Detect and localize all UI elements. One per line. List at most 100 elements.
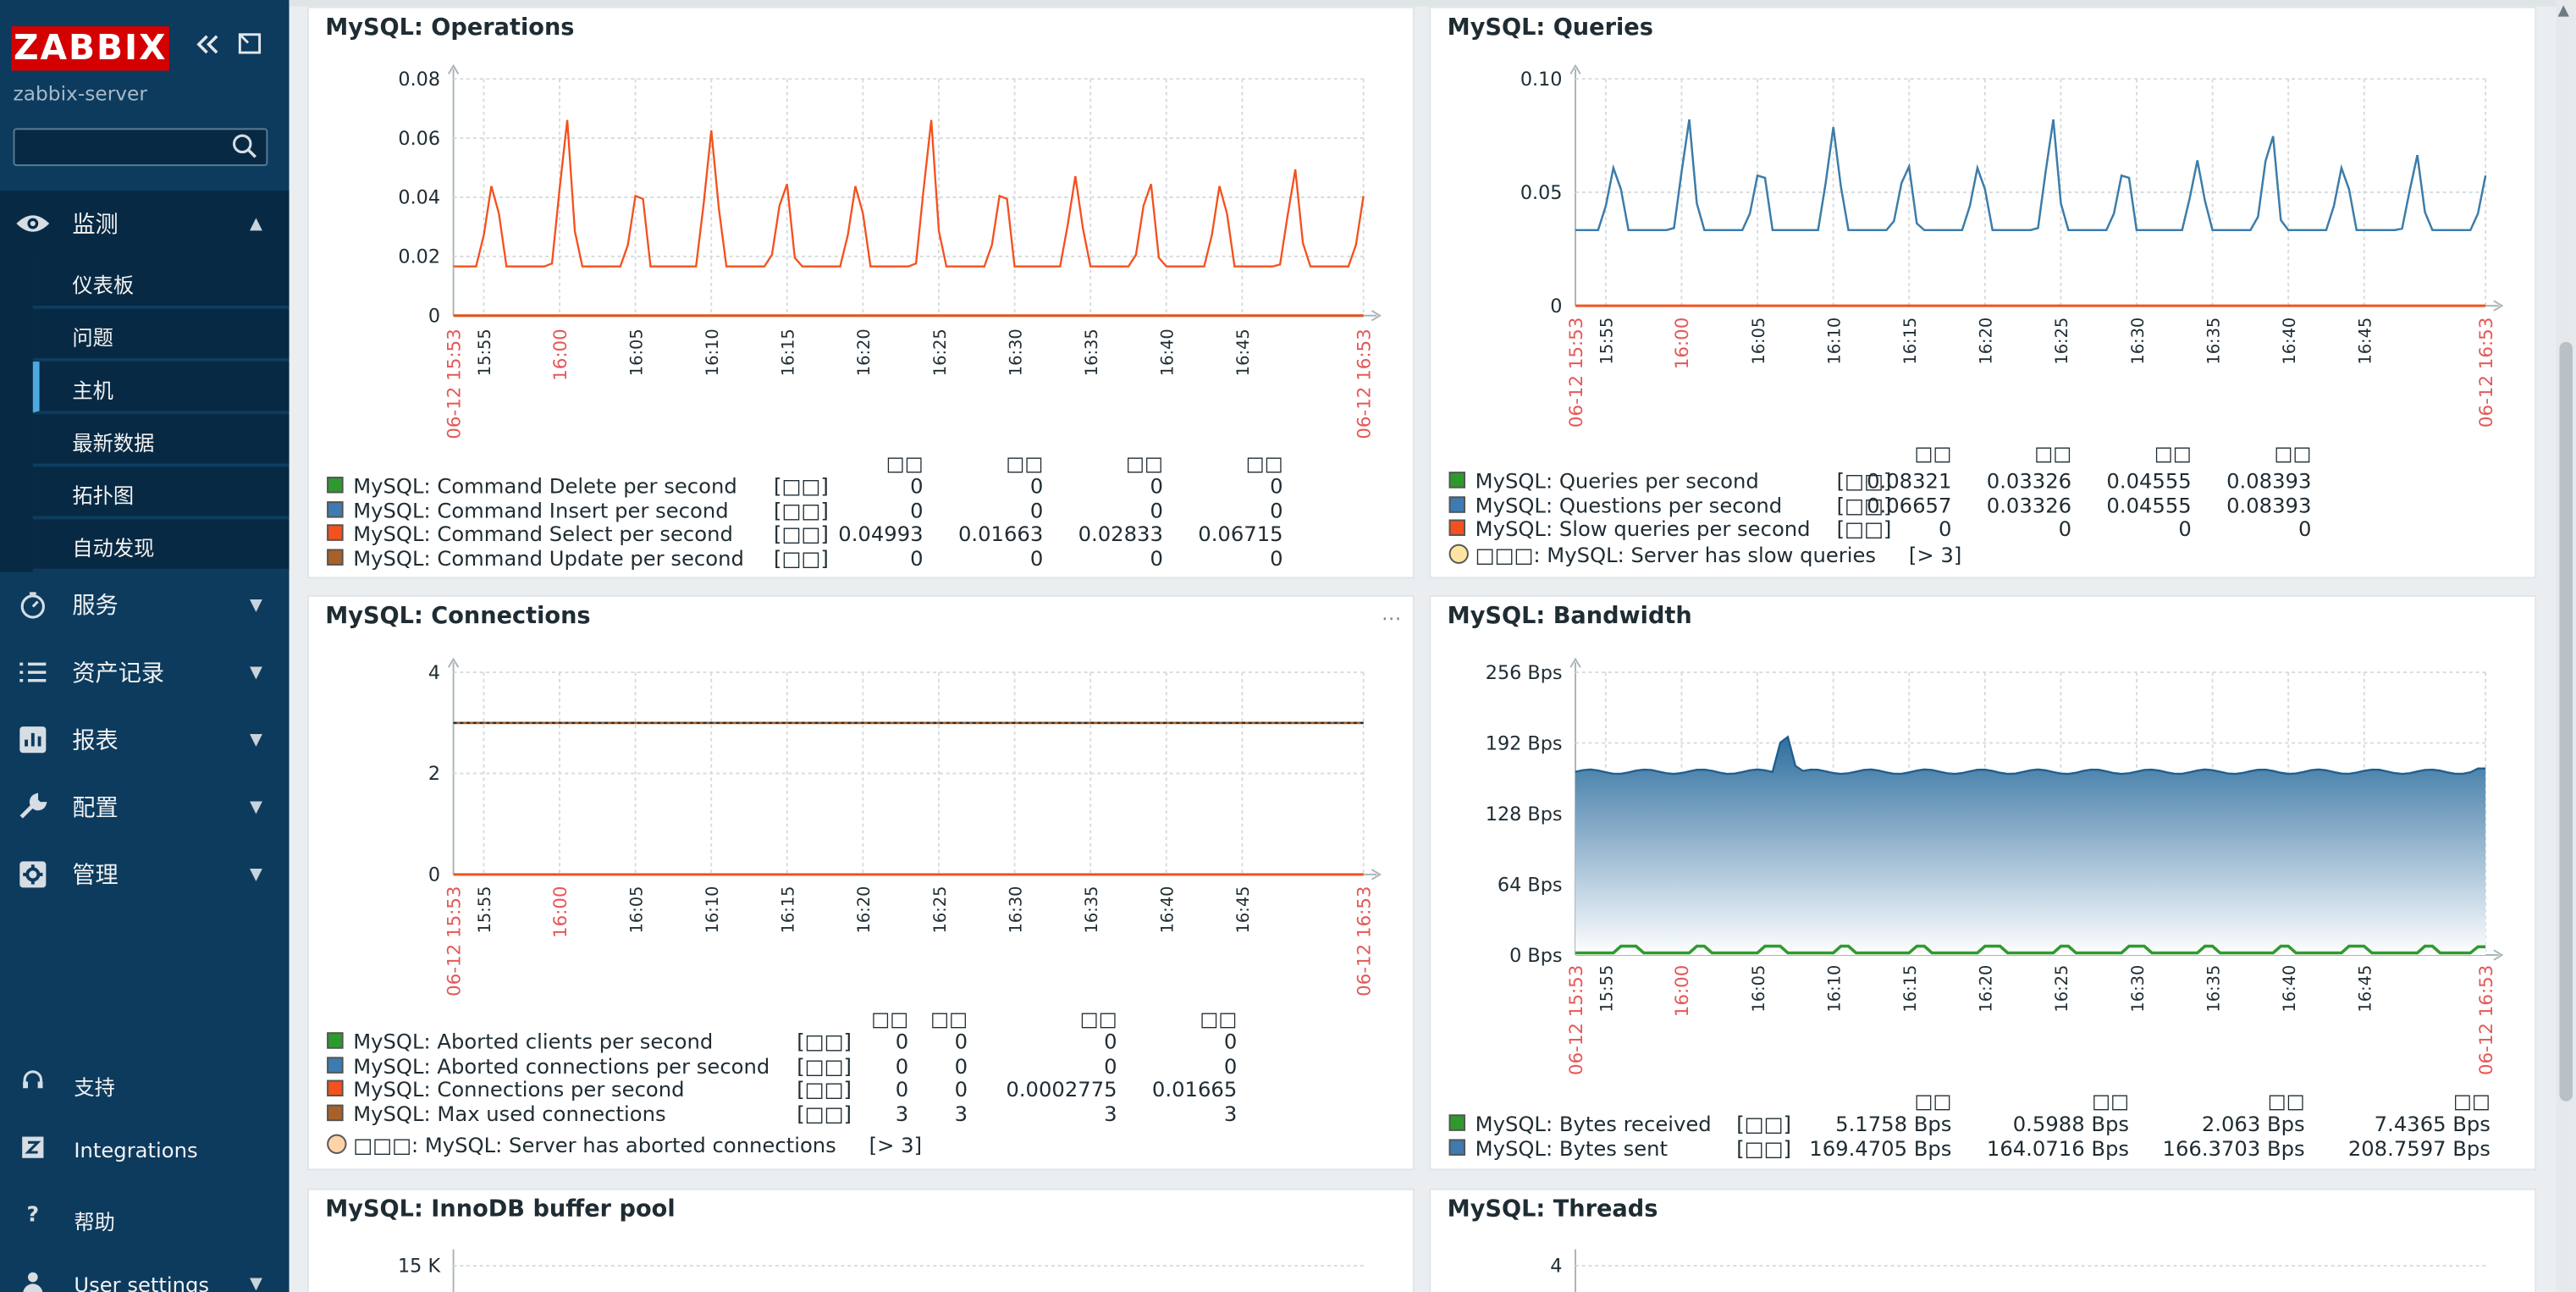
legend-row: MySQL: Command Select per second [□□] 0.04… [327, 521, 1411, 546]
legend-column-header: □□ [2091, 1090, 2130, 1113]
eye-icon [14, 206, 51, 242]
queries-graph[interactable]: 0.10 0.05 0 15:55 16:00 16:05 16:10 16:15 16:20 1… [1431, 8, 2538, 452]
operations-graph[interactable]: 0.08 0.06 0.04 0.02 0 15:55 16:00 16:05 16:10 16:… [309, 8, 1416, 469]
legend-series-name: MySQL: Questions per second [1475, 492, 1783, 517]
nav-discovery[interactable]: 自动发现 [32, 519, 290, 571]
nav-help[interactable]: ? 帮助 [0, 1194, 290, 1243]
legend-series-name: MySQL: Max used connections [353, 1100, 666, 1125]
legend-column-header: □□ [2267, 1090, 2305, 1113]
page-scrollbar[interactable]: ▲ [2556, 0, 2576, 1292]
sidebar-search-input[interactable] [13, 128, 268, 167]
bar-chart-icon [14, 721, 51, 758]
y-axis-arrow [1569, 63, 1581, 75]
x-range-end-label: 06-12 16:53 [1354, 329, 1375, 439]
y-tick-label: 0.08 [398, 69, 440, 91]
scrollbar-thumb[interactable] [2559, 341, 2573, 1102]
x-tick-label: 16:40 [1158, 886, 1178, 933]
nav-dashboard[interactable]: 仪表板 [32, 256, 290, 308]
x-tick-label: 16:30 [1006, 886, 1025, 933]
nav-support[interactable]: 支持 [0, 1058, 290, 1107]
legend-column-header: □□ [1125, 451, 1163, 476]
legend-value: 7.4365 Bps [2374, 1111, 2491, 1136]
legend-series-name: MySQL: Command Update per second [353, 544, 744, 570]
nav-user-settings[interactable]: User settings ▼ [0, 1261, 290, 1292]
legend-color-swatch [1448, 495, 1466, 512]
legend-value: 3 [954, 1100, 968, 1125]
legend-color-swatch [327, 1056, 344, 1073]
x-tick-label: 16:45 [2356, 965, 2375, 1013]
nav-configuration[interactable]: 配置 ▼ [0, 774, 290, 840]
connections-graph[interactable]: 4 2 0 15:55 16:00 16:05 16:10 16:15 16:20 16:25 16… [309, 597, 1416, 1008]
x-tick-label: 15:55 [475, 886, 494, 933]
threads-graph[interactable]: 4 [1431, 1190, 2538, 1292]
legend-series-name: MySQL: Command Select per second [353, 521, 733, 546]
series-line-select [453, 119, 1365, 268]
legend-column-header: □□ [1245, 451, 1283, 476]
innodb-graph[interactable]: 15 K [309, 1190, 1416, 1292]
x-tick-label: 16:35 [1082, 329, 1101, 376]
legend-color-swatch [327, 1079, 344, 1096]
legend-value: 0.5988 Bps [2012, 1111, 2130, 1136]
y-tick-label: 0 Bps [1509, 945, 1562, 967]
nav-services[interactable]: 服务 ▼ [0, 572, 290, 638]
chevron-up-icon: ▲ [249, 214, 262, 233]
legend-row: MySQL: Command Update per second [□□] 0 0 0 0 [327, 544, 1411, 570]
nav-maps[interactable]: 拓扑图 [32, 467, 290, 518]
legend-value: 0 [954, 1052, 968, 1078]
chevron-down-icon: ▼ [249, 865, 262, 884]
legend-column-header: □□ [2274, 442, 2312, 466]
nav-problems[interactable]: 问题 [32, 309, 290, 361]
legend-color-swatch [1448, 1138, 1466, 1155]
zabbix-logo[interactable]: ZABBIX [11, 26, 169, 71]
y-tick-label: 0.04 [398, 187, 440, 209]
widget-mysql-innodb-buffer-pool: MySQL: InnoDB buffer pool 15 K [306, 1188, 1416, 1292]
widget-title: MySQL: Connections [325, 603, 591, 630]
y-tick-label: 256 Bps [1486, 662, 1563, 684]
x-tick-label: 16:35 [1082, 886, 1101, 933]
y-tick-label: 64 Bps [1498, 874, 1563, 896]
legend-function: [□□] [1836, 492, 1892, 517]
legend-value: 0 [910, 497, 924, 522]
legend-row: MySQL: Aborted clients per second [□□] 0 0 0… [327, 1029, 1411, 1054]
legend-value: 0 [1104, 1029, 1117, 1054]
legend-value: 0.01665 [1151, 1076, 1238, 1102]
legend-series-name: MySQL: Aborted connections per second [353, 1052, 770, 1078]
kiosk-mode-icon[interactable] [236, 30, 262, 64]
user-icon [19, 1271, 46, 1292]
nav-reports[interactable]: 报表 ▼ [0, 707, 290, 773]
x-tick-label: 16:15 [1900, 317, 1920, 365]
legend-value: 0 [895, 1029, 909, 1054]
legend-row: MySQL: Command Insert per second [□□] 0 0 0 0 [327, 497, 1411, 522]
search-icon[interactable] [230, 131, 260, 161]
x-tick-label: 16:05 [626, 886, 646, 933]
legend-function: [□□] [1836, 468, 1892, 494]
nav-hosts[interactable]: 主机 [32, 362, 290, 413]
legend-value: 0 [910, 473, 924, 499]
y-tick-label: 15 K [398, 1256, 441, 1278]
x-tick-label: 16:45 [1233, 886, 1253, 933]
bandwidth-graph[interactable]: 256 Bps 192 Bps 128 Bps 64 Bps 0 Bps 15:55 16:… [1431, 597, 2538, 1090]
nav-latest-data[interactable]: 最新数据 [32, 414, 290, 466]
x-tick-label: 16:25 [2052, 965, 2071, 1013]
x-axis-arrow [2493, 300, 2504, 312]
legend-function: [□□] [797, 1100, 852, 1125]
x-tick-label: 16:00 [1672, 317, 1693, 370]
y-tick-label: 192 Bps [1486, 732, 1563, 754]
legend-column-header: □□ [1914, 1090, 1952, 1113]
nav-monitoring[interactable]: 监测 ▲ [0, 190, 290, 257]
scroll-up-icon[interactable]: ▲ [2557, 3, 2569, 20]
legend-function: [□□] [774, 473, 829, 499]
y-tick-label: 4 [428, 662, 440, 684]
legend-row: MySQL: Command Delete per second [□□] 0 0 0 0 [327, 473, 1411, 499]
legend-value: 0 [1029, 544, 1044, 570]
legend-value: 0.08321 [1867, 468, 1952, 494]
nav-integrations[interactable]: Integrations [0, 1126, 290, 1175]
collapse-sidebar-icon[interactable] [192, 30, 222, 68]
x-tick-label: 16:10 [1824, 317, 1844, 365]
y-tick-label: 0 [428, 306, 440, 328]
nav-administration[interactable]: 管理 ▼ [0, 842, 290, 908]
x-range-end-label: 06-12 16:53 [1354, 886, 1375, 996]
nav-inventory[interactable]: 资产记录 ▼ [0, 639, 290, 705]
widget-menu-button[interactable]: ⋯ [1382, 606, 1404, 630]
